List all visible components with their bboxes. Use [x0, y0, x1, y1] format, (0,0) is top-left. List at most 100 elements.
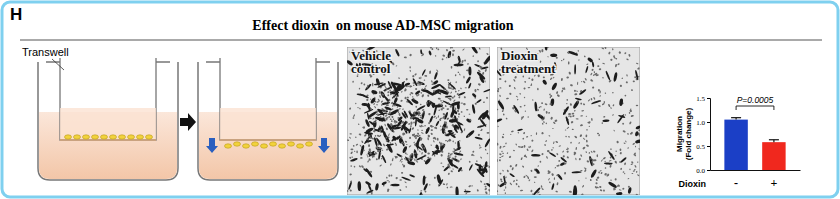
cell-stain — [513, 180, 516, 183]
cell-stain — [598, 105, 601, 107]
cell-stain — [431, 133, 433, 135]
cell-stain — [373, 127, 375, 129]
cell-stain — [386, 123, 394, 133]
cell-stain — [565, 135, 567, 137]
cell-stain — [624, 52, 627, 55]
cell — [119, 135, 126, 139]
cell-stain — [554, 167, 556, 169]
cell-stain — [612, 114, 614, 116]
cell-stain — [379, 150, 381, 152]
cell-stain — [409, 70, 411, 72]
cell-stain — [423, 146, 425, 149]
cell-stain — [502, 169, 504, 171]
cell-stain — [497, 159, 498, 162]
cell-stain — [635, 139, 640, 144]
cell-stain — [552, 128, 554, 130]
cell-stain — [427, 94, 429, 97]
cell-stain — [421, 88, 423, 90]
cell-stain — [581, 110, 584, 112]
cell-stain — [586, 63, 588, 65]
cell-stain — [465, 129, 475, 139]
cell-stain — [455, 108, 457, 111]
cell-stain — [554, 177, 556, 180]
cell-stain — [409, 137, 411, 140]
cell-stain — [541, 118, 544, 121]
cell-stain — [516, 179, 518, 181]
cell-stain — [387, 101, 389, 103]
cell-stain — [477, 189, 480, 192]
cell-stain — [515, 183, 517, 186]
cell-stain — [450, 153, 453, 156]
cell-stain — [635, 125, 640, 130]
cell-stain — [511, 130, 514, 132]
cell-stain — [548, 171, 551, 174]
cell-stain — [394, 155, 397, 158]
cell-stain — [547, 150, 550, 153]
cell-stain — [634, 169, 636, 171]
cell-stain — [552, 147, 554, 149]
cell — [128, 135, 135, 139]
cell-stain — [497, 108, 498, 110]
cell-stain — [589, 158, 592, 160]
cell-stain — [390, 118, 392, 120]
cell-stain — [361, 165, 365, 169]
cell-stain — [580, 125, 582, 127]
cell-stain — [546, 156, 548, 159]
cell-stain — [387, 188, 389, 190]
cell-stain — [514, 109, 517, 112]
cell-stain — [497, 143, 499, 146]
cell-stain — [389, 90, 391, 92]
cell-stain — [405, 141, 408, 143]
cell-stain — [422, 175, 425, 185]
y-tick: 0.5 — [696, 143, 710, 151]
cell-stain — [477, 60, 479, 62]
cell-stain — [432, 150, 439, 155]
cell-stain — [435, 55, 437, 57]
cell-stain — [531, 154, 540, 157]
cell-stain — [361, 103, 368, 107]
cell-stain — [421, 143, 428, 154]
error-bar-cap — [769, 139, 779, 140]
cell-stain — [619, 189, 622, 191]
cell-stain — [416, 141, 419, 149]
cell-stain — [633, 152, 636, 156]
cell-stain — [441, 102, 443, 103]
cell-stain — [408, 145, 411, 148]
cell-stain — [543, 116, 545, 119]
cell-stain — [562, 150, 564, 152]
cell-stain — [406, 144, 408, 145]
cell-stain — [617, 184, 620, 187]
cell-stain — [472, 150, 475, 153]
cell-stain — [468, 82, 472, 88]
cell-stain — [574, 110, 576, 112]
cell-stain — [393, 94, 396, 96]
cell-stain — [453, 157, 456, 159]
cell-stain — [484, 80, 485, 82]
cell-stain — [478, 47, 480, 50]
cell-stain — [450, 186, 453, 187]
cell-stain — [444, 132, 446, 134]
cell-stain — [461, 60, 464, 64]
cell-stain — [486, 152, 488, 154]
cell-stain — [538, 50, 541, 52]
cell-stain — [424, 79, 426, 80]
cell-stain — [543, 108, 545, 111]
cell-stain — [461, 102, 463, 104]
cell-stain — [407, 96, 409, 98]
cell-stain — [564, 162, 567, 164]
cell-stain — [596, 176, 599, 179]
cell-stain — [627, 178, 629, 180]
cell-stain — [364, 134, 368, 137]
cell-stain — [622, 122, 625, 125]
cell-stain — [451, 124, 454, 127]
cell-stain — [574, 93, 577, 96]
cell-stain — [607, 173, 610, 176]
cell-stain — [377, 100, 380, 103]
cell-stain — [406, 98, 414, 106]
cell-stain — [401, 91, 403, 93]
cell-stain — [503, 113, 505, 115]
cell-stain — [541, 132, 544, 135]
cell-stain — [411, 116, 414, 119]
cell-stain — [416, 155, 427, 161]
cell-stain — [593, 71, 595, 73]
